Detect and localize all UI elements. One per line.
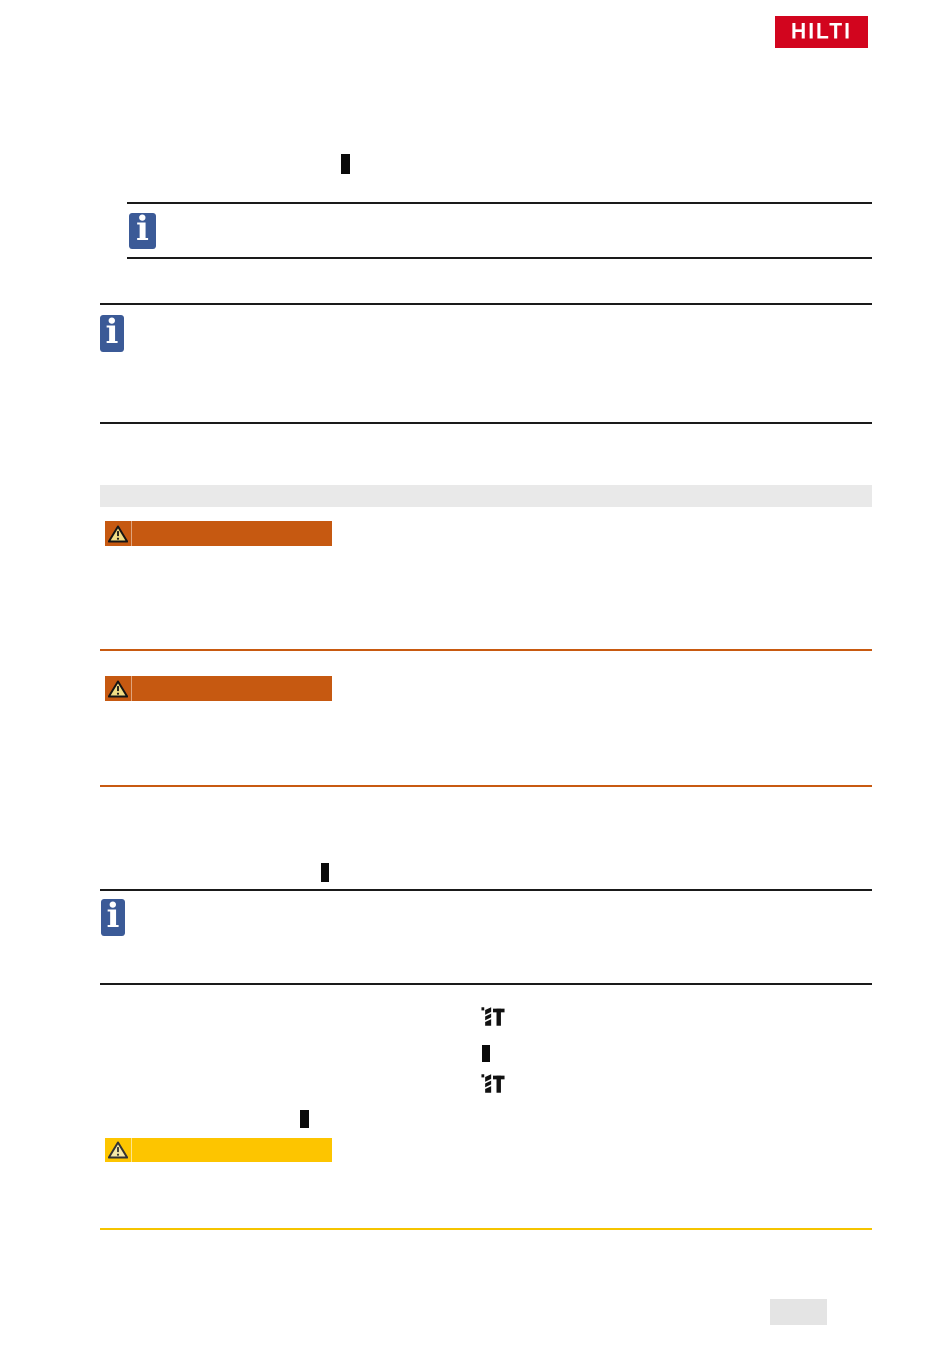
- page-number-box: [770, 1299, 827, 1325]
- caution-banner: [105, 1138, 332, 1162]
- text-cursor-marker: [300, 1110, 309, 1128]
- hammer-drill-mode-svg: [481, 1074, 505, 1093]
- warning-section-divider: [100, 649, 872, 651]
- warning-triangle-svg: [108, 1141, 128, 1159]
- note3-bottom-divider: [100, 983, 872, 985]
- info-icon-glyph: i: [105, 311, 119, 352]
- hilti-logo: HILTI: [775, 16, 868, 48]
- note2-top-divider: [100, 303, 872, 305]
- warning-banner: [105, 521, 332, 546]
- note1-bottom-divider: [127, 257, 872, 259]
- info-icon: i: [129, 209, 156, 249]
- text-cursor-marker: [341, 154, 350, 174]
- info-icon-glyph: i: [136, 209, 149, 249]
- warning-triangle-icon: [105, 1138, 132, 1162]
- hammer-drill-mode-icon: [481, 1074, 505, 1093]
- warning-section-divider: [100, 785, 872, 787]
- note1-top-divider: [127, 202, 872, 204]
- hammer-drill-mode-svg: [481, 1007, 505, 1026]
- warning-triangle-svg: [108, 680, 128, 697]
- text-cursor-marker: [321, 863, 329, 882]
- warning-triangle-icon: [105, 676, 132, 701]
- info-icon-glyph: i: [106, 895, 120, 936]
- warning-banner: [105, 676, 332, 701]
- hammer-drill-mode-icon: [481, 1007, 505, 1026]
- warning-triangle-icon: [105, 521, 132, 546]
- warning-triangle-svg: [108, 525, 128, 542]
- note2-bottom-divider: [100, 422, 872, 424]
- hilti-logo-text: HILTI: [791, 19, 852, 44]
- info-icon: i: [100, 315, 124, 352]
- section-heading-bar: [100, 485, 872, 507]
- text-cursor-marker: [482, 1045, 490, 1062]
- info-icon: i: [101, 899, 125, 936]
- caution-section-divider: [100, 1228, 872, 1230]
- note3-top-divider: [100, 889, 872, 891]
